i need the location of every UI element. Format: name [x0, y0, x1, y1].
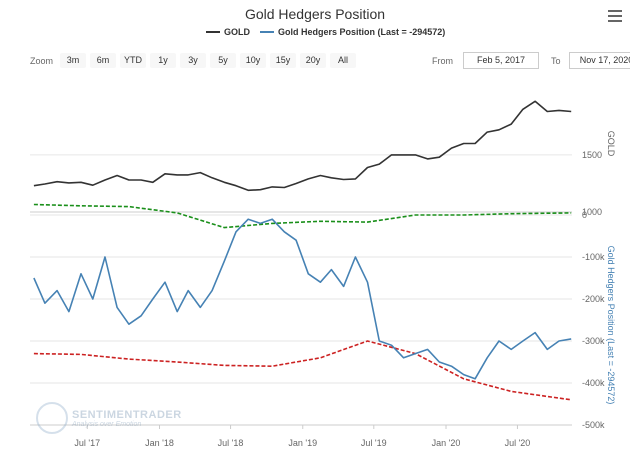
zoom-button-5y[interactable]: 5y [210, 53, 237, 68]
legend-swatch-hedgers [260, 31, 274, 33]
x-tick-label: Jan '18 [145, 438, 174, 448]
gold-y-tick-label: 1000 [582, 207, 602, 217]
legend-label-gold: GOLD [224, 27, 250, 37]
hedgers-y-tick-label: 0 [582, 210, 587, 220]
to-date-input[interactable]: Nov 17, 2020 [568, 52, 630, 69]
zoom-button-3y[interactable]: 3y [180, 53, 207, 68]
zoom-label: Zoom [30, 55, 54, 66]
legend-item-gold[interactable]: GOLD [206, 27, 250, 37]
zoom-button-6m[interactable]: 6m [90, 53, 117, 68]
date-range: From Feb 5, 2017 To Nov 17, 2020 [432, 52, 630, 69]
x-tick-label: Jan '20 [432, 438, 461, 448]
zoom-button-15y[interactable]: 15y [270, 53, 297, 68]
legend-label-hedgers: Gold Hedgers Position (Last = -294572) [278, 27, 446, 37]
x-tick-label: Jan '19 [288, 438, 317, 448]
x-tick-label: Jul '17 [74, 438, 100, 448]
to-label: To [551, 55, 561, 66]
hedgers-y-tick-label: -400k [582, 378, 605, 388]
sentimentrader-watermark: SENTIMENTRADER Analysis over Emotion [36, 402, 182, 434]
legend: GOLD Gold Hedgers Position (Last = -2945… [206, 27, 445, 37]
zoom-button-ytd[interactable]: YTD [120, 53, 147, 68]
from-label: From [432, 55, 453, 66]
hedgers-y-tick-label: -500k [582, 420, 605, 430]
hedgers-y-tick-label: -200k [582, 294, 605, 304]
zoom-bar: Zoom 3m 6m YTD 1y 3y 5y 10y 15y 20y All [30, 53, 357, 68]
x-tick-label: Jul '18 [218, 438, 244, 448]
chart-title: Gold Hedgers Position [244, 6, 386, 22]
zoom-button-all[interactable]: All [330, 53, 357, 68]
chart-menu-icon[interactable] [608, 10, 622, 22]
legend-swatch-gold [206, 31, 220, 33]
legend-item-hedgers[interactable]: Gold Hedgers Position (Last = -294572) [260, 27, 445, 37]
watermark-tagline: Analysis over Emotion [72, 420, 142, 428]
hedgers-axis-title: Gold Hedgers Position (Last = -294572) [606, 246, 616, 405]
from-date-input[interactable]: Feb 5, 2017 [463, 52, 539, 69]
x-tick-label: Jul '19 [361, 438, 387, 448]
zoom-button-20y[interactable]: 20y [300, 53, 327, 68]
zoom-button-3m[interactable]: 3m [60, 53, 87, 68]
watermark-name: SENTIMENTRADER [72, 408, 182, 421]
lower-band-line [33, 340, 572, 401]
hedgers-position-line [33, 218, 572, 380]
hedgers-y-tick-label: -300k [582, 336, 605, 346]
zoom-button-10y[interactable]: 10y [240, 53, 267, 68]
zoom-button-1y[interactable]: 1y [150, 53, 177, 68]
hedgers-y-tick-label: -100k [582, 252, 605, 262]
x-tick-label: Jul '20 [505, 438, 531, 448]
gold-price-line [33, 100, 572, 192]
upper-band-line [33, 203, 572, 229]
watermark-logo-icon [36, 402, 68, 434]
gold-y-tick-label: 1500 [582, 150, 602, 160]
gold-axis-title: GOLD [606, 131, 616, 157]
